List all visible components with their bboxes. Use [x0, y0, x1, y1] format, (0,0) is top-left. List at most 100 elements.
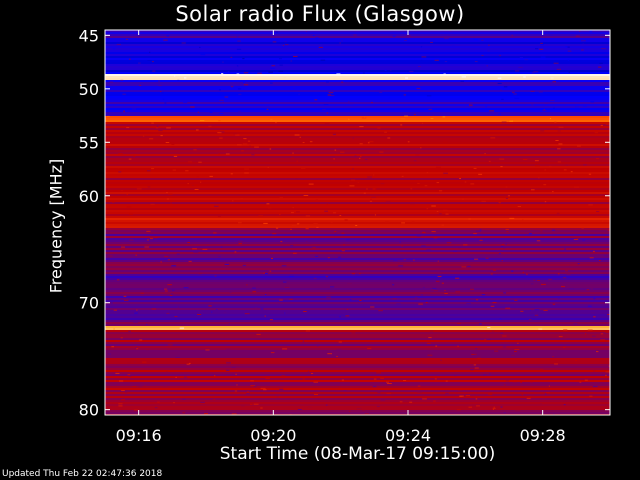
spectrogram-speckle — [455, 277, 460, 279]
spectrogram-speckle — [177, 306, 179, 308]
spectrogram-speckle — [473, 167, 477, 169]
spectrogram-speckle — [512, 91, 515, 93]
spectrogram-row — [105, 402, 610, 404]
spectrogram-speckle — [333, 158, 335, 160]
spectrogram-row — [105, 42, 610, 44]
spectrogram-speckle — [326, 296, 331, 298]
spectrogram-speckle — [131, 108, 137, 110]
spectrogram-speckle — [465, 33, 469, 35]
spectrogram-speckle — [385, 201, 391, 203]
spectrogram-speckle — [364, 413, 369, 415]
spectrogram-row — [105, 162, 610, 164]
spectrogram-speckle — [119, 380, 124, 382]
spectrogram-speckle — [424, 185, 428, 187]
spectrogram-speckle — [349, 103, 354, 105]
spectrogram-speckle — [243, 138, 247, 140]
spectrogram-speckle — [265, 377, 270, 379]
spectrogram-speckle — [242, 58, 245, 60]
spectrogram-row — [105, 46, 610, 48]
spectrogram-speckle — [398, 265, 404, 267]
spectrogram-row — [105, 140, 610, 142]
spectrogram-speckle — [591, 312, 595, 314]
spectrogram-row — [105, 74, 610, 76]
spectrogram-speckle — [548, 279, 552, 281]
spectrogram-speckle — [382, 148, 384, 150]
spectrogram-speckle — [498, 202, 501, 204]
spectrogram-speckle — [376, 372, 381, 374]
spectrogram-speckle — [348, 101, 350, 103]
spectrogram-speckle — [595, 158, 599, 160]
spectrogram-speckle — [276, 396, 279, 398]
spectrogram-speckle — [269, 148, 272, 150]
spectrogram-row — [105, 224, 610, 226]
spectrogram-speckle — [173, 155, 178, 157]
spectrogram-speckle — [201, 396, 204, 398]
y-tick-label: 50 — [79, 80, 99, 99]
spectrogram-speckle — [501, 260, 503, 262]
spectrogram-speckle — [350, 179, 356, 181]
spectrogram-speckle — [227, 71, 230, 73]
spectrogram-speckle — [209, 175, 213, 177]
spectrogram-row — [105, 184, 610, 186]
spectrogram-speckle — [446, 242, 452, 244]
spectrogram-speckle — [601, 48, 606, 50]
spectrogram-speckle — [432, 114, 435, 116]
spectrogram-row — [105, 222, 610, 224]
spectrogram-speckle — [243, 72, 249, 74]
spectrogram-row — [105, 136, 610, 138]
spectrogram-speckle — [233, 133, 237, 135]
spectrogram-speckle — [489, 373, 491, 375]
spectrogram-speckle — [237, 111, 242, 113]
spectrogram-speckle — [588, 204, 593, 206]
spectrogram-speckle — [423, 287, 425, 288]
spectrogram-speckle — [368, 141, 374, 143]
spectrogram-speckle — [190, 106, 195, 108]
spectrogram-row — [105, 376, 610, 378]
spectrogram-row — [105, 118, 610, 120]
spectrogram-speckle — [567, 50, 572, 52]
spectrogram-speckle — [235, 373, 237, 375]
spectrogram-speckle — [536, 240, 541, 242]
spectrogram-speckle — [182, 412, 186, 414]
spectrogram-speckle — [330, 95, 335, 97]
spectrogram-speckle — [307, 370, 310, 372]
spectrogram-row — [105, 298, 610, 300]
spectrogram-speckle — [598, 66, 602, 68]
spectrogram-speckle — [491, 330, 495, 332]
spectrogram-speckle — [291, 212, 294, 214]
spectrogram-speckle — [399, 401, 403, 403]
spectrogram-speckle — [170, 202, 172, 204]
spectrogram-speckle — [356, 408, 362, 410]
spectrogram-speckle — [475, 299, 479, 301]
spectrogram-speckle — [575, 237, 579, 239]
spectrogram-speckle — [487, 50, 490, 52]
spectrogram-speckle — [161, 92, 164, 94]
spectrogram-speckle — [113, 309, 117, 311]
spectrogram-speckle — [485, 257, 489, 259]
spectrogram-row — [105, 120, 610, 122]
spectrogram-speckle — [216, 309, 218, 310]
spectrogram-speckle — [371, 196, 376, 198]
spectrogram-speckle — [151, 168, 155, 170]
spectrogram-speckle — [340, 151, 345, 153]
spectrogram-speckle — [425, 302, 428, 304]
spectrogram-speckle — [225, 153, 230, 155]
spectrogram-speckle — [531, 72, 535, 74]
spectrogram-speckle — [197, 314, 202, 315]
spectrogram-speckle — [194, 189, 199, 190]
spectrogram-speckle — [166, 371, 168, 373]
spectrogram-speckle — [565, 270, 568, 272]
spectrogram-heatmap — [105, 30, 610, 415]
spectrogram-speckle — [182, 398, 186, 400]
spectrogram-speckle — [420, 294, 423, 296]
spectrogram-speckle — [549, 172, 554, 173]
spectrogram-speckle — [136, 309, 138, 311]
spectrogram-speckle — [351, 332, 356, 334]
spectrogram-speckle — [443, 172, 448, 174]
spectrogram-speckle — [526, 397, 531, 399]
spectrogram-speckle — [325, 404, 328, 406]
spectrogram-row — [105, 54, 610, 56]
spectrogram-speckle — [553, 107, 555, 109]
spectrogram-speckle — [332, 133, 336, 135]
spectrogram-row — [105, 228, 610, 230]
